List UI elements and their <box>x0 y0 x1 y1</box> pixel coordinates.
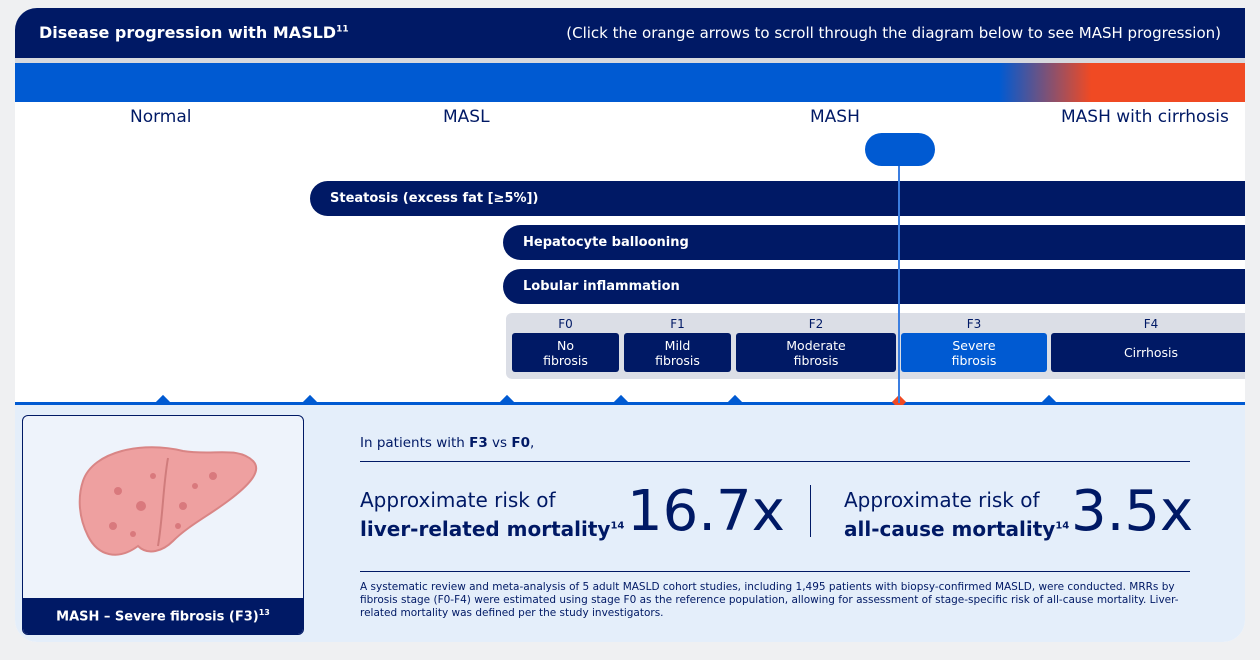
divider <box>360 461 1190 462</box>
comparison-intro: In patients with F3 vs F0, <box>360 435 534 451</box>
divider <box>360 571 1190 572</box>
stage-label: F2 <box>808 317 824 331</box>
footnote: A systematic review and meta-analysis of… <box>360 581 1179 619</box>
line: Severe <box>952 337 996 353</box>
progression-card: Disease progression with MASLD11 (Click … <box>15 8 1245 642</box>
divider <box>810 485 811 537</box>
progression-gradient-bar <box>15 63 1245 102</box>
risk-liver-label: Approximate risk of liver-related mortali… <box>360 487 624 542</box>
stage-label: F4 <box>1143 317 1159 331</box>
line: fibrosis <box>951 352 997 368</box>
header: Disease progression with MASLD11 (Click … <box>15 8 1245 58</box>
stage-label: F3 <box>966 317 982 331</box>
t: F3 <box>469 435 488 451</box>
fibrosis-f0: F0 No fibrosis <box>512 313 619 379</box>
fibrosis-f4: F4 Cirrhosis <box>1051 313 1245 379</box>
divider <box>15 58 1245 63</box>
caption-reference: 13 <box>258 608 270 617</box>
stage-box: Severe fibrosis <box>901 333 1047 372</box>
timeline-indicator-line <box>898 166 900 403</box>
ref: 14 <box>610 520 625 531</box>
stage-masl: MASL <box>443 107 490 127</box>
line: fibrosis <box>793 352 839 368</box>
liver-illustration <box>78 446 258 556</box>
stage-box: Cirrhosis <box>1051 333 1245 372</box>
fibrosis-f1: F1 Mild fibrosis <box>624 313 731 379</box>
stage-label: F1 <box>670 317 685 331</box>
title-text: Disease progression with MASLD <box>39 23 337 42</box>
fibrosis-f2: F2 Moderate fibrosis <box>736 313 896 379</box>
timeline-track <box>15 402 1245 405</box>
stage-box: Moderate fibrosis <box>736 333 896 372</box>
bar-lobular-inflammation: Lobular inflammation <box>503 269 1245 304</box>
t: liver-related mortality <box>360 516 611 541</box>
timeline-slider-handle[interactable] <box>865 133 935 166</box>
liver-image-card: MASH – Severe fibrosis (F3)13 <box>22 415 304 635</box>
stage-box: Mild fibrosis <box>624 333 731 372</box>
page-title: Disease progression with MASLD11 <box>39 23 349 42</box>
t: all-cause mortality <box>844 516 1056 541</box>
line: No <box>556 337 574 353</box>
stage-label: F0 <box>558 317 573 331</box>
line: Moderate <box>786 337 846 353</box>
t: In patients with <box>360 435 470 451</box>
bar-steatosis: Steatosis (excess fat [≥5%]) <box>310 181 1245 216</box>
title-reference: 11 <box>336 24 349 35</box>
ref: 14 <box>1055 520 1070 531</box>
risk-allcause-value: 3.5x <box>1071 479 1194 544</box>
image-caption: MASH – Severe fibrosis (F3)13 <box>23 598 303 634</box>
stage-box: No fibrosis <box>512 333 619 372</box>
t: Approximate risk of <box>844 488 1040 512</box>
risk-allcause-label: Approximate risk of all-cause mortality14 <box>844 487 1069 542</box>
line: Mild <box>664 337 691 353</box>
t: vs <box>487 435 512 451</box>
bar-hepatocyte-ballooning: Hepatocyte ballooning <box>503 225 1245 260</box>
t: , <box>530 435 535 451</box>
fibrosis-stages: F0 No fibrosis F1 Mild fibrosis F2 Moderate fi… <box>506 313 1245 379</box>
line: fibrosis <box>543 352 588 368</box>
t: F0 <box>511 435 530 451</box>
line: Cirrhosis <box>1123 345 1179 360</box>
instruction-text: (Click the orange arrows to scroll throu… <box>566 24 1221 42</box>
line: fibrosis <box>655 352 700 368</box>
detail-panel: MASH – Severe fibrosis (F3)13 In patient… <box>15 405 1245 642</box>
t: Approximate risk of <box>360 488 556 512</box>
risk-liver-value: 16.7x <box>627 479 785 544</box>
stage-mash-cirrhosis: MASH with cirrhosis <box>1061 107 1229 127</box>
caption-text: MASH – Severe fibrosis (F3) <box>56 609 259 625</box>
stage-mash: MASH <box>810 107 860 127</box>
stage-normal: Normal <box>130 107 192 127</box>
fibrosis-f3: F3 Severe fibrosis <box>901 313 1047 379</box>
